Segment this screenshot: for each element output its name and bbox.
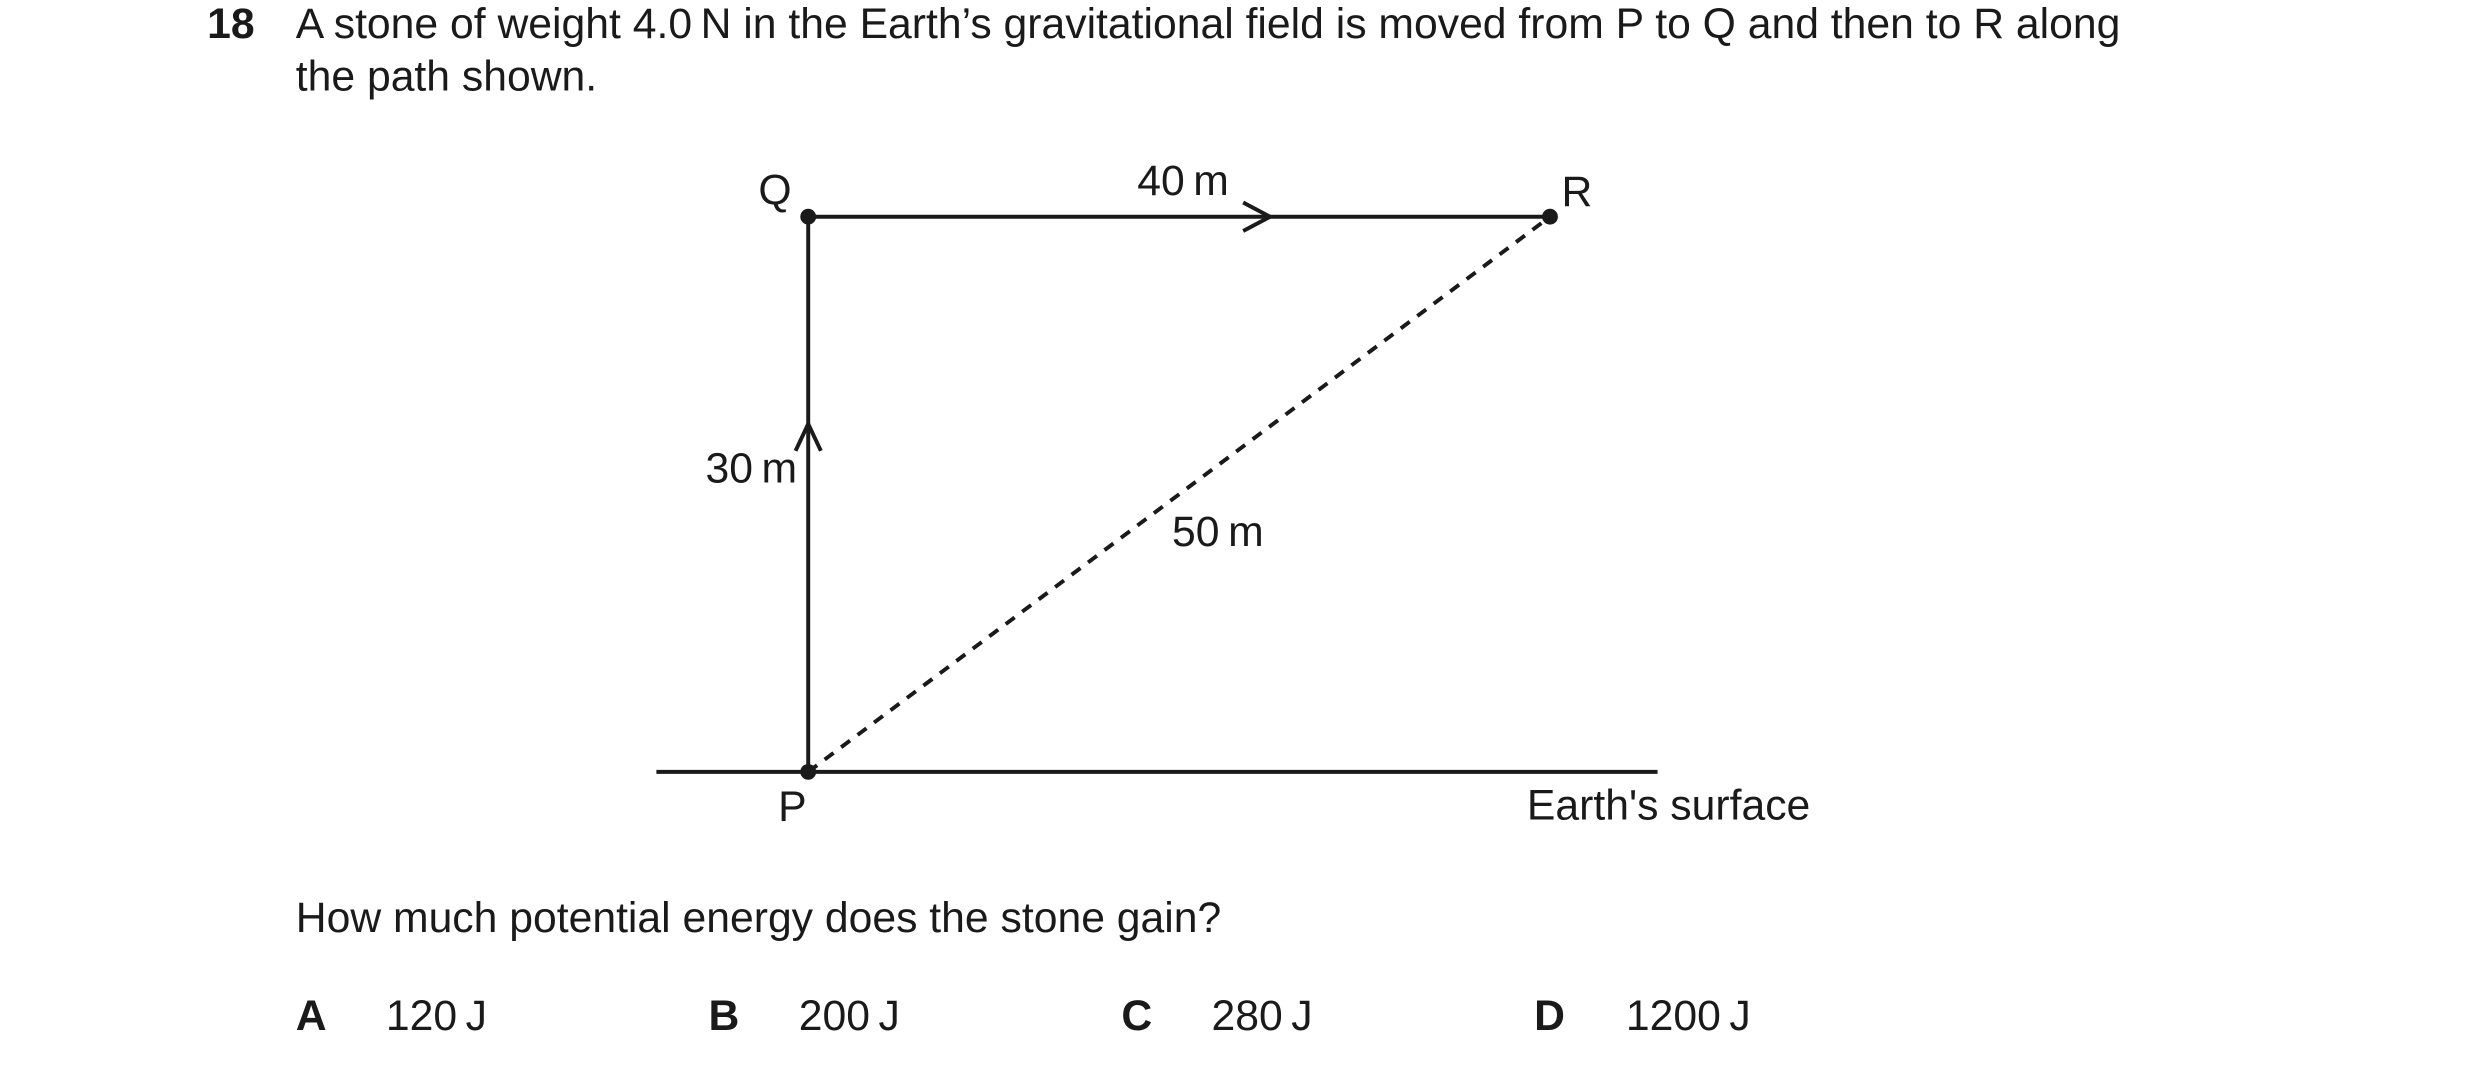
prompt: How much potential energy does the stone… <box>296 894 1222 942</box>
path-pr <box>807 215 1552 774</box>
surface-label: Earth's surface <box>1527 782 1810 830</box>
option-letter: A <box>296 992 327 1040</box>
option-letter: D <box>1534 992 1565 1040</box>
option-letter: C <box>1121 992 1152 1040</box>
option-text: 200 J <box>799 992 900 1040</box>
point-label: Q <box>758 166 791 214</box>
distance-label: 40 m <box>1137 157 1229 205</box>
question-number: 18 <box>207 0 254 48</box>
point-label: R <box>1561 168 1592 216</box>
point-label: P <box>778 783 806 831</box>
diagram: Q R P 40 m 30 m 50 m Earth's surface <box>656 157 1810 831</box>
option-text: 120 J <box>386 992 487 1040</box>
option-text: 1200 J <box>1626 992 1751 1040</box>
point <box>1542 208 1558 225</box>
question-text: A stone of weight 4.0 N in the Earth’s g… <box>296 0 2121 48</box>
arrow <box>1242 200 1275 233</box>
distance-label: 30 m <box>705 445 797 493</box>
option-letter: B <box>709 992 740 1040</box>
option-text: 280 J <box>1212 992 1313 1040</box>
arrow <box>793 419 823 452</box>
point <box>800 763 817 780</box>
point <box>800 208 817 225</box>
distance-label: 50 m <box>1172 508 1264 556</box>
question-text: the path shown. <box>296 52 597 100</box>
